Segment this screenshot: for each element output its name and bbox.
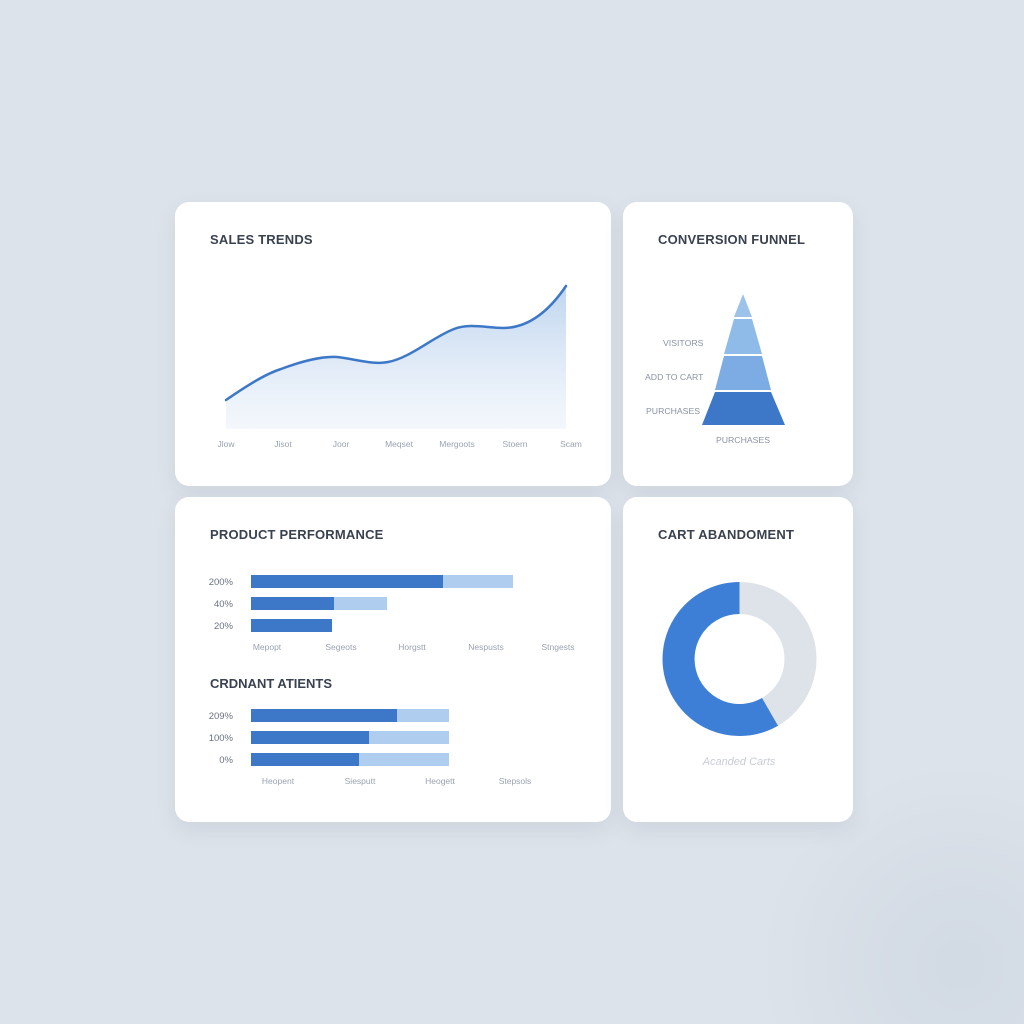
svg-text:Stoern: Stoern [502,439,527,449]
svg-text:0%: 0% [219,755,233,766]
svg-text:VISITORS: VISITORS [663,338,704,348]
svg-text:Jisot: Jisot [274,439,292,449]
svg-text:Mergoots: Mergoots [439,439,474,449]
svg-text:100%: 100% [209,733,234,744]
svg-text:20%: 20% [214,621,234,632]
svg-text:Segeots: Segeots [325,642,356,652]
svg-text:Stepsols: Stepsols [499,776,532,786]
svg-text:Heogett: Heogett [425,776,455,786]
svg-text:Jlow: Jlow [217,439,235,449]
svg-text:PURCHASES: PURCHASES [716,435,770,445]
svg-text:Mepopt: Mepopt [253,642,282,652]
svg-text:Acanded Carts: Acanded Carts [702,756,776,768]
svg-text:200%: 200% [209,577,234,588]
svg-text:Joor: Joor [333,439,350,449]
svg-text:40%: 40% [214,599,234,610]
svg-text:CRDNANT ATIENTS: CRDNANT ATIENTS [210,676,332,691]
svg-text:209%: 209% [209,711,234,722]
svg-text:Siesputt: Siesputt [345,776,376,786]
svg-text:Stngests: Stngests [541,642,574,652]
svg-text:Horgstt: Horgstt [398,642,426,652]
svg-text:ADD TO CART: ADD TO CART [645,372,704,382]
svg-text:Meqset: Meqset [385,439,414,449]
svg-text:PURCHASES: PURCHASES [646,406,700,416]
svg-text:Heopent: Heopent [262,776,295,786]
svg-text:Nespusts: Nespusts [468,642,503,652]
svg-text:Scam: Scam [560,439,582,449]
